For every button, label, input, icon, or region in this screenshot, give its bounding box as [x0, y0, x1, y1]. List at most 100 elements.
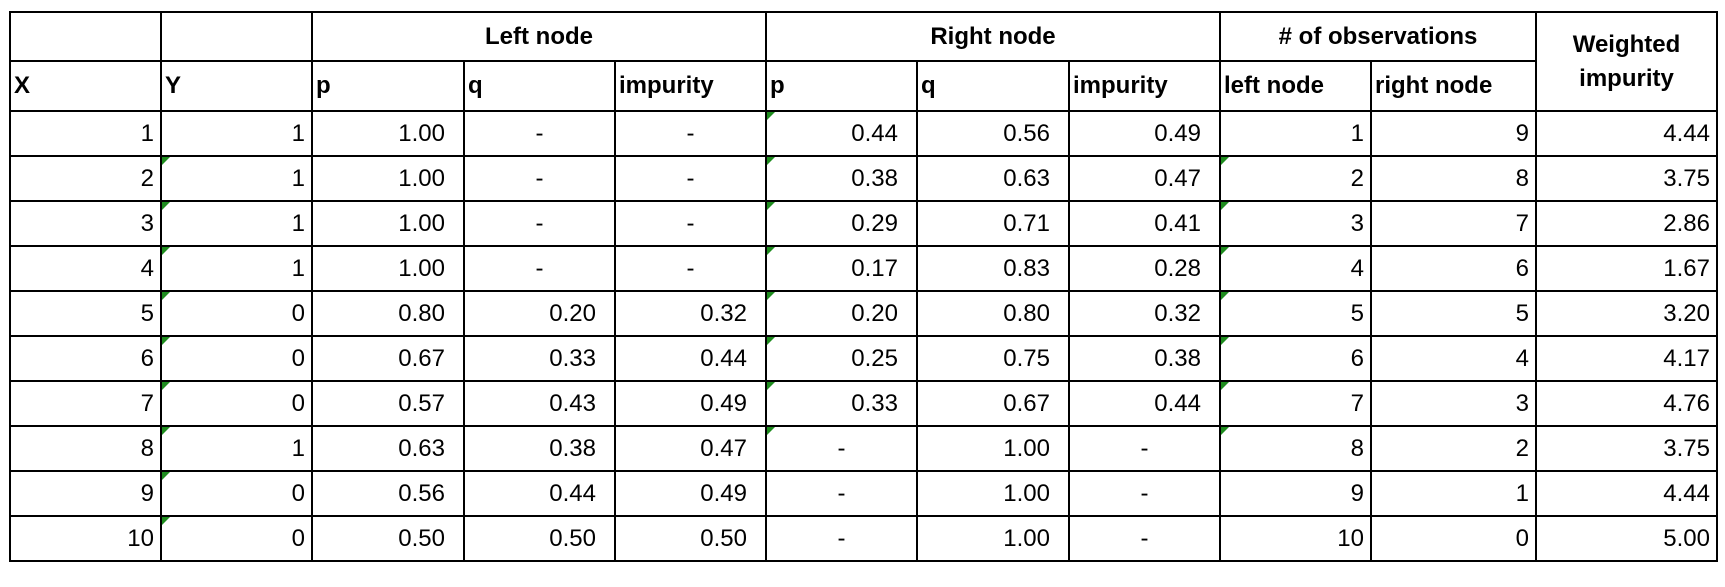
- table-header: Left node Right node # of observations W…: [9, 11, 1718, 112]
- table-cell: 7: [1219, 380, 1372, 427]
- table-cell: 4.17: [1535, 335, 1718, 382]
- table-cell: 0.44: [1068, 380, 1221, 427]
- table-cell: 0.71: [916, 200, 1070, 247]
- header-cell: [9, 11, 162, 62]
- table-cell: 0.28: [1068, 245, 1221, 292]
- table-cell: -: [463, 245, 616, 292]
- table-cell: 0.56: [311, 470, 465, 517]
- table-cell: -: [614, 245, 767, 292]
- table-cell: 10: [9, 515, 162, 562]
- table-cell: 2.86: [1535, 200, 1718, 247]
- header-group: # of observations: [1219, 11, 1537, 62]
- table-cell: 1.00: [311, 200, 465, 247]
- column-header: Y: [160, 60, 313, 112]
- table-cell: 9: [1370, 110, 1537, 157]
- table-cell: 3: [1219, 200, 1372, 247]
- table-cell: 2: [9, 155, 162, 202]
- table-cell: 5: [9, 290, 162, 337]
- table-cell: -: [1068, 425, 1221, 472]
- table-cell: 0.49: [1068, 110, 1221, 157]
- column-header: p: [311, 60, 465, 112]
- table-cell: 9: [9, 470, 162, 517]
- column-header: impurity: [614, 60, 767, 112]
- table-cell: 1: [160, 200, 313, 247]
- table-cell: 1: [9, 110, 162, 157]
- table-cell: -: [614, 200, 767, 247]
- table-cell: 2: [1219, 155, 1372, 202]
- table-cell: 1.00: [916, 425, 1070, 472]
- table-cell: 0: [160, 470, 313, 517]
- header-group-row: Left node Right node # of observations W…: [9, 11, 1718, 112]
- table-cell: 0.49: [614, 470, 767, 517]
- table-cell: 8: [1370, 155, 1537, 202]
- table-row: 6 0 0.67 0.33 0.44 0.25 0.75 0.38 6 4 4.17: [9, 335, 1718, 382]
- table-row: 4 1 1.00- -0.17 0.83 0.28 4 6 1.67: [9, 245, 1718, 292]
- table-cell: 0.43: [463, 380, 616, 427]
- table-cell: 3: [9, 200, 162, 247]
- column-header: X: [9, 60, 162, 112]
- column-header: q: [463, 60, 616, 112]
- table-cell: 5: [1370, 290, 1537, 337]
- table-cell: 0.47: [614, 425, 767, 472]
- header-group: Weighted impurity: [1535, 11, 1718, 112]
- table-cell: 0.20: [463, 290, 616, 337]
- table-cell: -: [614, 110, 767, 157]
- table-cell: 4: [1370, 335, 1537, 382]
- data-table: Left node Right node # of observations W…: [9, 11, 1718, 562]
- header-group: Left node: [311, 11, 767, 62]
- table-cell: 0.17: [765, 245, 918, 292]
- table-cell: -: [463, 155, 616, 202]
- column-header: impurity: [1068, 60, 1221, 112]
- table-cell: 0.80: [311, 290, 465, 337]
- table-cell: 0.50: [311, 515, 465, 562]
- table-cell: 4: [1219, 245, 1372, 292]
- table-cell: 1: [1370, 470, 1537, 517]
- table-cell: 1: [1219, 110, 1372, 157]
- table-cell: 0.57: [311, 380, 465, 427]
- table-cell: 0.50: [614, 515, 767, 562]
- table-cell: 0.32: [614, 290, 767, 337]
- table-cell: 0.32: [1068, 290, 1221, 337]
- table-cell: -: [765, 425, 918, 472]
- table-cell: 9: [1219, 470, 1372, 517]
- table-cell: 0.33: [463, 335, 616, 382]
- table-cell: 0.50: [463, 515, 616, 562]
- table-row: 3 1 1.00- -0.29 0.71 0.41 3 7 2.86: [9, 200, 1718, 247]
- table-cell: 4.44: [1535, 110, 1718, 157]
- table-cell: 0.44: [463, 470, 616, 517]
- table-cell: 0.63: [916, 155, 1070, 202]
- table-cell: -: [1068, 515, 1221, 562]
- table-cell: 3.75: [1535, 155, 1718, 202]
- table-cell: 1: [160, 110, 313, 157]
- table-cell: 0.47: [1068, 155, 1221, 202]
- header-group: Right node: [765, 11, 1221, 62]
- table-cell: 5: [1219, 290, 1372, 337]
- table-cell: -: [765, 470, 918, 517]
- table-cell: 8: [9, 425, 162, 472]
- table-cell: 0.80: [916, 290, 1070, 337]
- table-cell: -: [614, 155, 767, 202]
- table-cell: 10: [1219, 515, 1372, 562]
- table-row: 10 0 0.50 0.50 0.50-1.00-10 0 5.00: [9, 515, 1718, 562]
- column-header: left node: [1219, 60, 1372, 112]
- table-cell: 0.56: [916, 110, 1070, 157]
- table-cell: -: [463, 200, 616, 247]
- table-cell: 3.75: [1535, 425, 1718, 472]
- table-cell: 0.41: [1068, 200, 1221, 247]
- table-cell: 7: [1370, 200, 1537, 247]
- table-cell: 0.75: [916, 335, 1070, 382]
- table-cell: 0.67: [916, 380, 1070, 427]
- table-cell: -: [765, 515, 918, 562]
- table-cell: 1.00: [311, 110, 465, 157]
- table-cell: 3.20: [1535, 290, 1718, 337]
- table-cell: 0.44: [765, 110, 918, 157]
- table-cell: 6: [1370, 245, 1537, 292]
- table-cell: 2: [1370, 425, 1537, 472]
- table-cell: 0.38: [463, 425, 616, 472]
- table-cell: 5.00: [1535, 515, 1718, 562]
- table-cell: 1.00: [311, 245, 465, 292]
- header-cell: [160, 11, 313, 62]
- table-cell: 1: [160, 155, 313, 202]
- table-cell: 0: [160, 380, 313, 427]
- table-cell: 4.44: [1535, 470, 1718, 517]
